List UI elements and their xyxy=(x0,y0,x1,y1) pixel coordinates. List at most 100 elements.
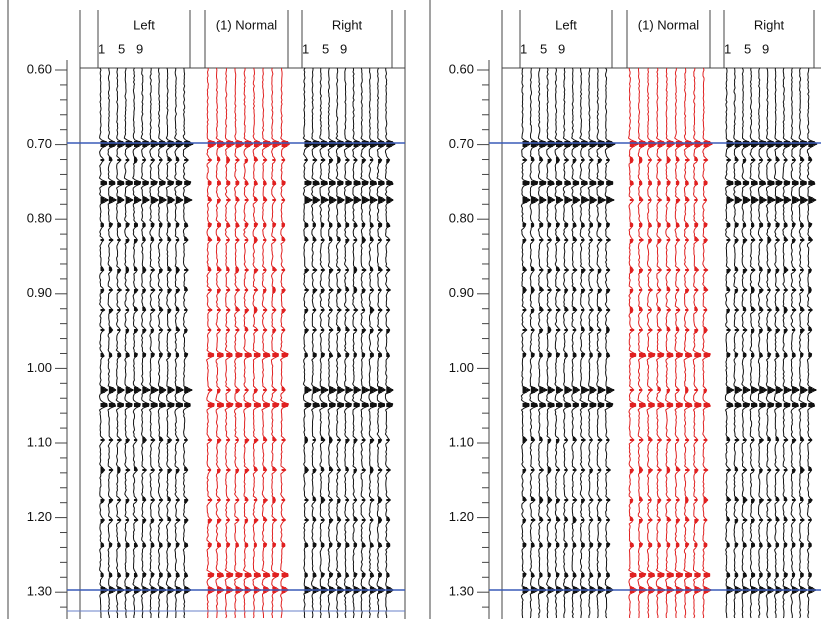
trace-fill xyxy=(767,183,775,185)
trace-fill xyxy=(572,199,580,201)
trace-fill xyxy=(791,181,799,183)
trace-fill xyxy=(369,141,376,143)
trace-fill xyxy=(808,519,812,521)
trace-fill xyxy=(726,289,730,291)
trace-fill xyxy=(767,241,770,243)
trace-fill xyxy=(629,141,637,143)
trace-fill xyxy=(142,587,146,589)
trace-fill xyxy=(272,269,277,271)
trace-fill xyxy=(263,587,268,589)
trace-fill xyxy=(345,241,348,243)
trace-fill xyxy=(581,519,585,521)
trace-fill xyxy=(320,181,328,183)
trace-fill xyxy=(726,271,729,273)
axis-label: 1.30 xyxy=(449,584,474,599)
trace-fill xyxy=(564,183,571,185)
trace-fill xyxy=(226,575,233,577)
trace-fill xyxy=(726,519,730,521)
trace-fill xyxy=(167,355,171,357)
trace-fill xyxy=(253,239,258,241)
trace-fill xyxy=(100,471,103,473)
trace-fill xyxy=(226,225,230,227)
trace-fill xyxy=(759,197,763,199)
trace-fill xyxy=(353,145,359,147)
trace-fill xyxy=(666,143,675,145)
trace-fill xyxy=(159,405,166,407)
trace-fill xyxy=(320,225,324,227)
trace-fill xyxy=(657,269,662,271)
trace-fill xyxy=(703,309,707,311)
trace-fill xyxy=(675,181,679,183)
trace-fill xyxy=(751,543,755,545)
trace-fill xyxy=(808,387,813,389)
trace-fill xyxy=(361,291,365,293)
trace-fill xyxy=(530,469,535,471)
trace-fill xyxy=(207,355,214,357)
trace-fill xyxy=(100,141,107,143)
trace-fill xyxy=(386,591,391,593)
trace-fill xyxy=(175,587,180,589)
trace-fill xyxy=(253,591,258,593)
trace-fill xyxy=(353,183,361,185)
trace-fill xyxy=(685,355,692,357)
trace-fill xyxy=(329,159,333,161)
trace-fill xyxy=(648,469,653,471)
trace-fill xyxy=(775,405,782,407)
trace-fill xyxy=(142,391,146,393)
trace-fill xyxy=(207,269,212,271)
trace-fill xyxy=(345,469,349,471)
trace-fill xyxy=(361,587,366,589)
trace-fill xyxy=(369,391,374,393)
trace-fill xyxy=(800,145,805,147)
trace-fill xyxy=(337,543,341,545)
trace-fill xyxy=(648,437,651,439)
trace-fill xyxy=(581,575,585,577)
trace-fill xyxy=(555,237,559,239)
trace-fill xyxy=(108,223,113,225)
trace-fill xyxy=(530,519,536,521)
trace-fill xyxy=(675,327,679,329)
trace-fill xyxy=(272,159,276,161)
trace-fill xyxy=(353,389,361,391)
trace-fill xyxy=(675,201,679,203)
trace-fill xyxy=(572,387,577,389)
trace-fill xyxy=(530,403,537,405)
trace-fill xyxy=(530,543,534,545)
trace-fill xyxy=(666,287,670,289)
trace-fill xyxy=(759,309,763,311)
trace-fill xyxy=(235,545,239,547)
trace-fill xyxy=(751,181,758,183)
trace-fill xyxy=(759,543,762,545)
trace-fill xyxy=(666,197,670,199)
trace-fill xyxy=(775,389,783,391)
trace xyxy=(319,67,331,619)
trace-fill xyxy=(629,587,634,589)
trace-fill xyxy=(564,269,569,271)
trace-fill xyxy=(100,467,103,469)
trace-fill xyxy=(522,519,526,521)
trace-fill xyxy=(547,471,551,473)
trace-fill xyxy=(742,469,747,471)
trace-fill xyxy=(312,141,320,143)
trace-fill xyxy=(329,353,332,355)
trace-fill xyxy=(638,197,642,199)
trace-fill xyxy=(337,439,341,441)
trace-fill xyxy=(235,307,238,309)
trace-fill xyxy=(666,309,671,311)
trace-fill xyxy=(312,201,317,203)
trace-fill xyxy=(734,291,738,293)
trace-fill xyxy=(522,403,530,405)
trace-fill xyxy=(539,355,543,357)
trace-fill xyxy=(742,269,747,271)
trace-fill xyxy=(808,389,817,391)
trace xyxy=(757,67,769,619)
trace-fill xyxy=(800,309,805,311)
trace-fill xyxy=(726,499,731,501)
trace-fill xyxy=(555,143,565,145)
trace-fill xyxy=(675,309,680,311)
trace-fill xyxy=(117,471,120,473)
trace-fill xyxy=(281,311,284,313)
trace-fill xyxy=(117,389,125,391)
trace-fill xyxy=(629,145,635,147)
trace-fill xyxy=(150,521,154,523)
